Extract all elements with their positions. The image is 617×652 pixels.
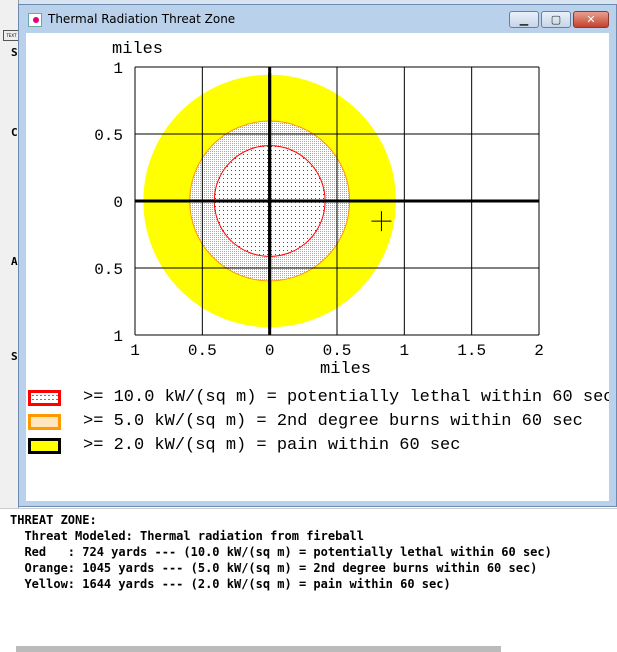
maximize-button[interactable]: ▢ [541,11,571,28]
app-icon [28,13,42,27]
horizontal-scrollbar[interactable] [16,646,501,652]
y-tick-label: 1 [113,328,123,346]
report-line: Yellow: 1644 yards --- (2.0 kW/(sq m) = … [24,577,451,591]
minimize-icon: ▁ [519,13,529,26]
threat-zone-chart: 1 0.5 0 0.5 1 1.5 2 1 0.5 0 0.5 1 miles miles [94,40,544,379]
window-title: Thermal Radiation Threat Zone [48,12,236,26]
y-tick-label: 0 [113,194,123,212]
legend-label: >= 5.0 kW/(sq m) = 2nd degree burns with… [83,412,583,431]
bg-letter: S [11,46,18,59]
y-tick-label: 1 [113,60,123,78]
title-bar[interactable]: Thermal Radiation Threat Zone ▁ ▢ ✕ [19,5,616,33]
minimize-button[interactable]: ▁ [509,11,539,28]
legend-label: >= 10.0 kW/(sq m) = potentially lethal w… [83,388,609,407]
x-tick-label: 1 [130,342,140,360]
y-tick-label: 0.5 [94,261,123,279]
x-tick-label: 0 [265,342,275,360]
yellow-swatch [28,438,61,454]
y-axis-label: miles [112,40,163,59]
desktop-strip [0,0,617,4]
report-text: THREAT ZONE: Threat Modeled: Thermal rad… [10,512,552,592]
report-line: Threat Modeled: Thermal radiation from f… [24,529,365,543]
x-tick-label: 1 [400,342,410,360]
bg-letter: A [11,255,18,268]
close-button[interactable]: ✕ [573,11,609,28]
x-tick-label: 2 [534,342,544,360]
x-tick-label: 0.5 [188,342,217,360]
bg-letter: C [11,126,18,139]
background-window[interactable]: TEXT S C A S [0,0,20,510]
report-line: Orange: 1045 yards --- (5.0 kW/(sq m) = … [24,561,538,575]
x-tick-label: 0.5 [323,342,352,360]
report-line: THREAT ZONE: [10,513,97,527]
threat-zone-window: Thermal Radiation Threat Zone ▁ ▢ ✕ 1 0.5… [18,4,617,507]
maximize-icon: ▢ [550,13,562,26]
bg-letter: S [11,350,18,363]
x-axis-label: miles [320,360,371,379]
threat-zone-report[interactable]: THREAT ZONE: Threat Modeled: Thermal rad… [0,508,617,652]
y-tick-label: 0.5 [94,127,123,145]
orange-swatch [28,414,61,430]
report-line: Red : 724 yards --- (10.0 kW/(sq m) = po… [24,545,552,559]
x-tick-label: 1.5 [457,342,486,360]
close-icon: ✕ [586,13,596,26]
red-swatch [28,390,61,406]
legend-label: >= 2.0 kW/(sq m) = pain within 60 sec [83,436,461,455]
chart-area: 1 0.5 0 0.5 1 1.5 2 1 0.5 0 0.5 1 miles miles >= 10… [26,33,609,501]
